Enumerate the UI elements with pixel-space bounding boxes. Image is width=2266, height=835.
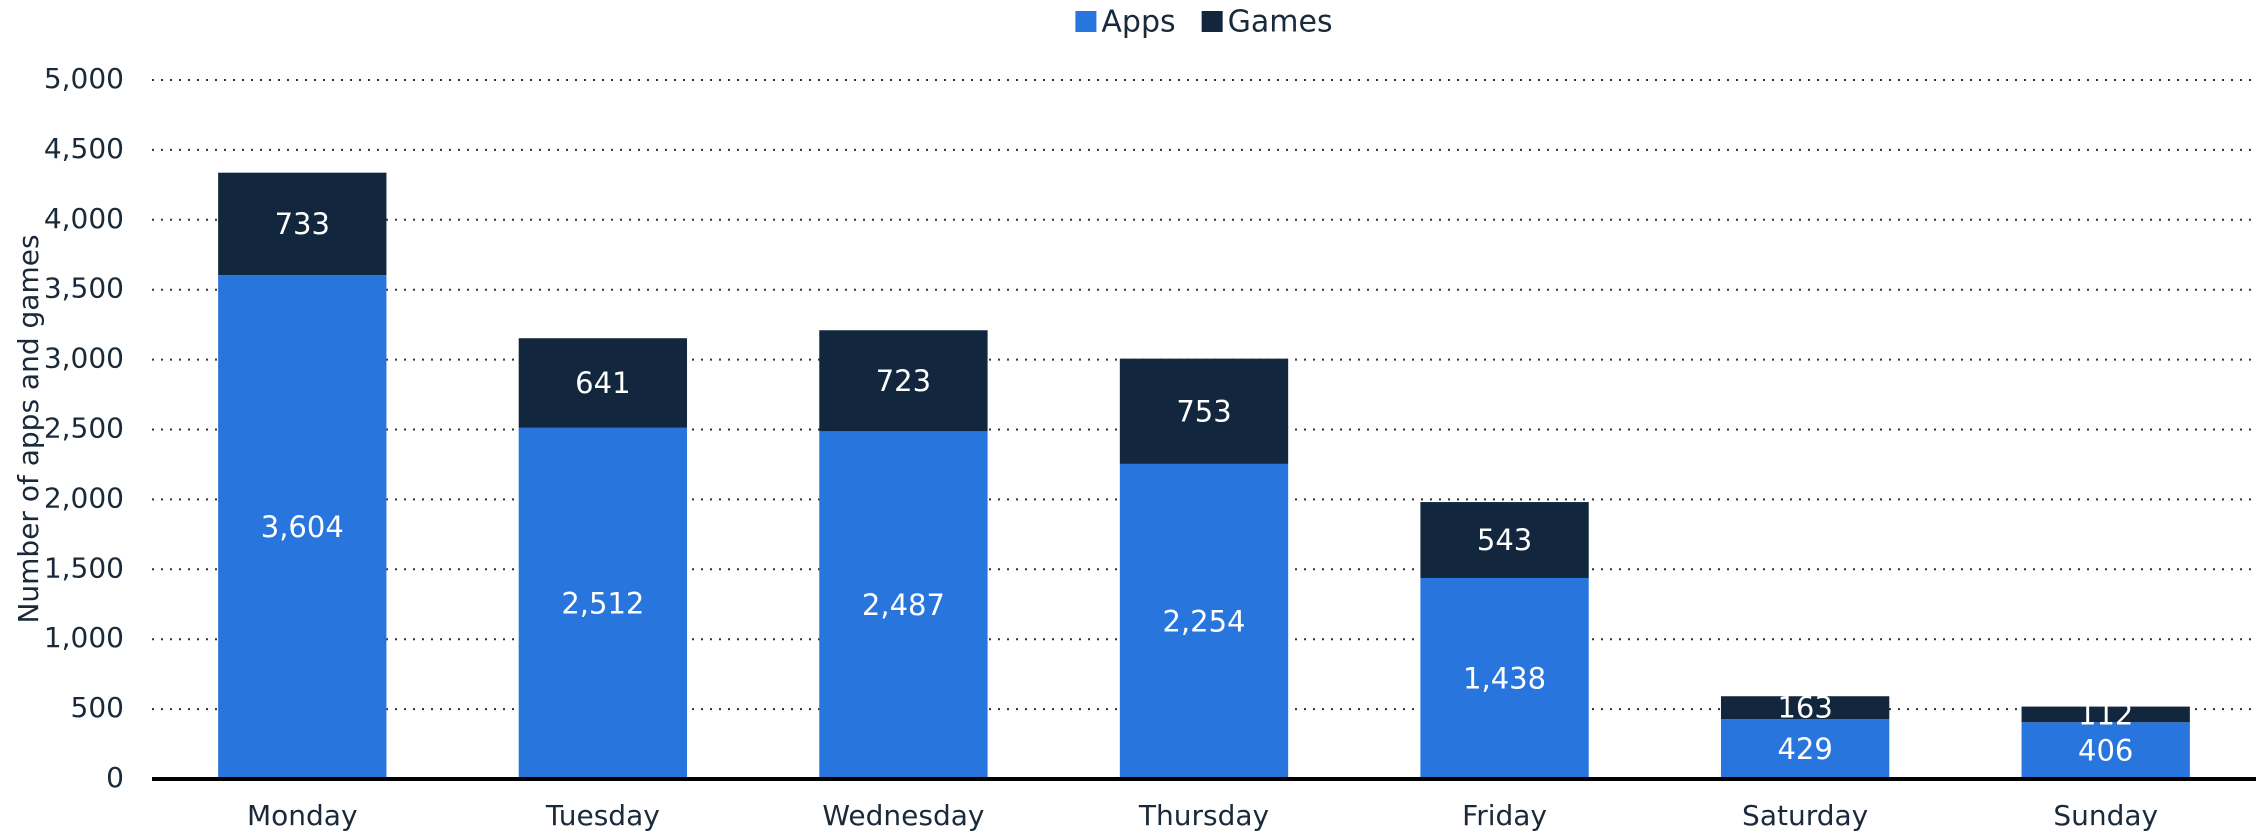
data-label: 753 xyxy=(1176,394,1231,428)
x-tick-label: Monday xyxy=(247,799,358,832)
x-tick-label: Sunday xyxy=(2053,799,2158,832)
bar-segment xyxy=(218,275,387,779)
bar-segment xyxy=(1720,696,1890,720)
bar-segment xyxy=(2021,706,2190,723)
data-label: 163 xyxy=(1777,691,1832,725)
bar-segment xyxy=(218,172,387,276)
data-label: 2,487 xyxy=(862,588,945,622)
data-label: 406 xyxy=(2078,734,2133,768)
y-tick-label: 4,500 xyxy=(44,132,124,165)
legend-swatch xyxy=(1075,11,1097,32)
bar-segment xyxy=(518,427,688,779)
y-tick-label: 3,500 xyxy=(44,272,124,305)
data-label: 641 xyxy=(575,366,630,400)
x-tick-label: Wednesday xyxy=(822,799,984,832)
y-tick-label: 500 xyxy=(71,691,124,724)
data-label: 3,604 xyxy=(261,510,344,544)
legend-swatch xyxy=(1201,11,1223,32)
data-label: 2,512 xyxy=(561,586,644,620)
legend-label: Games xyxy=(1228,5,1333,40)
y-tick-label: 1,000 xyxy=(44,621,124,654)
bar-segment xyxy=(1420,502,1589,578)
y-tick-label: 2,000 xyxy=(44,481,124,514)
bar-segment xyxy=(1720,719,1890,779)
bar-segment xyxy=(2021,722,2190,779)
y-tick-label: 3,000 xyxy=(44,342,124,375)
data-label: 429 xyxy=(1777,732,1832,766)
x-tick-label: Friday xyxy=(1462,799,1547,832)
bar-segment xyxy=(819,330,988,432)
y-tick-label: 4,000 xyxy=(44,202,124,235)
legend-label: Apps xyxy=(1101,5,1175,40)
data-label: 723 xyxy=(876,364,931,398)
bar-segment xyxy=(518,338,688,428)
y-tick-label: 5,000 xyxy=(44,62,124,95)
x-tick-label: Thursday xyxy=(1138,799,1269,832)
bar-segment xyxy=(1420,577,1589,779)
x-tick-label: Tuesday xyxy=(545,799,660,832)
bar-segment xyxy=(819,431,988,779)
data-label: 1,438 xyxy=(1463,661,1546,695)
data-label: 733 xyxy=(275,207,330,241)
bar-segment xyxy=(1119,358,1289,464)
bar-segment xyxy=(1119,463,1289,779)
y-tick-label: 1,500 xyxy=(44,551,124,584)
data-label: 112 xyxy=(2078,697,2133,731)
x-tick-label: Saturday xyxy=(1742,799,1868,832)
y-tick-label: 2,500 xyxy=(44,412,124,445)
y-tick-label: 0 xyxy=(106,761,124,794)
data-label: 2,254 xyxy=(1162,604,1245,638)
data-label: 543 xyxy=(1477,523,1532,557)
y-axis-label: Number of apps and games xyxy=(12,234,45,623)
